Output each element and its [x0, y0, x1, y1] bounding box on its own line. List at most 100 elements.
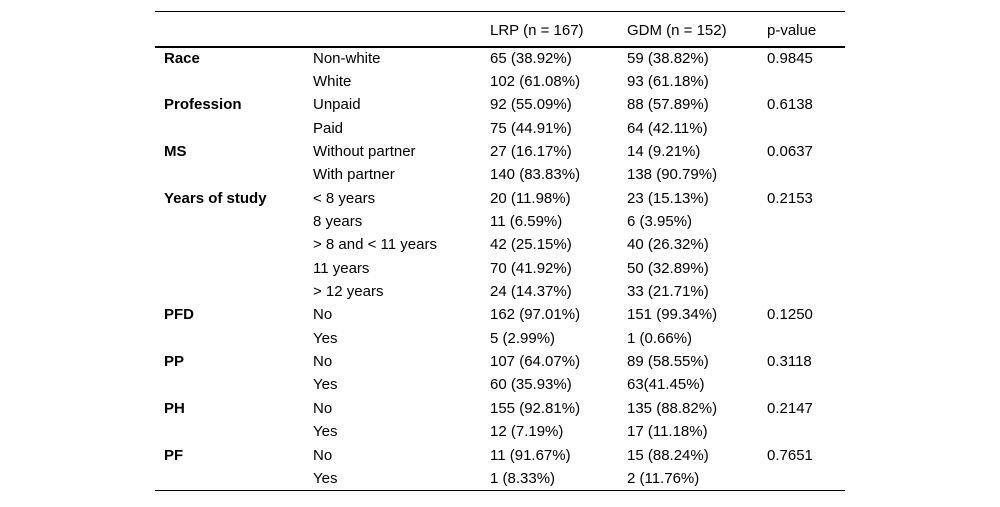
- gdm-value-cell: 63(41.45%): [627, 376, 705, 394]
- subcategory-cell: Yes: [313, 376, 338, 394]
- gdm-value-cell: 64 (42.11%): [627, 119, 708, 137]
- lrp-value-cell: 11 (6.59%): [490, 213, 563, 231]
- table-header-row: LRP (n = 167) GDM (n = 152) p-value: [155, 11, 845, 48]
- category-cell: MS: [164, 143, 187, 161]
- p-value-cell: 0.7651: [767, 446, 813, 464]
- lrp-value-cell: 24 (14.37%): [490, 283, 572, 301]
- table-row: Yes 60 (35.93%) 63(41.45%): [155, 373, 845, 396]
- gdm-value-cell: 2 (11.76%): [627, 469, 700, 487]
- gdm-value-cell: 93 (61.18%): [627, 73, 709, 91]
- subcategory-cell: > 12 years: [313, 283, 384, 301]
- category-cell: [155, 233, 313, 256]
- gdm-value-cell: 23 (15.13%): [627, 189, 709, 207]
- table-row: PP No 107 (64.07%) 89 (58.55%) 0.3118: [155, 350, 845, 373]
- gdm-value-cell: 89 (58.55%): [627, 353, 709, 371]
- gdm-value-cell: 14 (9.21%): [627, 143, 701, 161]
- table-row: > 8 and < 11 years 42 (25.15%) 40 (26.32%): [155, 233, 845, 256]
- lrp-value-cell: 12 (7.19%): [490, 423, 564, 441]
- gdm-value-cell: 6 (3.95%): [627, 213, 693, 231]
- lrp-column-header: LRP (n = 167): [490, 11, 627, 48]
- pvalue-column-header: p-value: [767, 11, 845, 48]
- lrp-value-cell: 60 (35.93%): [490, 376, 572, 394]
- table-row: PH No 155 (92.81%) 135 (88.82%) 0.2147: [155, 397, 845, 420]
- subcategory-cell: Unpaid: [313, 96, 361, 114]
- category-column-header: [155, 11, 313, 48]
- gdm-value-cell: 1 (0.66%): [627, 329, 693, 347]
- subcategory-cell: > 8 and < 11 years: [313, 236, 437, 254]
- category-cell: [155, 467, 313, 490]
- subcategory-cell: With partner: [313, 166, 395, 184]
- gdm-value-cell: 33 (21.71%): [627, 283, 709, 301]
- category-cell: [155, 210, 313, 233]
- p-value-cell: [767, 233, 845, 256]
- subcategory-column-header: [313, 11, 490, 48]
- table-row: Yes 12 (7.19%) 17 (11.18%): [155, 420, 845, 443]
- p-value-cell: [767, 373, 845, 396]
- table-header: LRP (n = 167) GDM (n = 152) p-value: [155, 11, 845, 48]
- table-row: PF No 11 (91.67%) 15 (88.24%) 0.7651: [155, 443, 845, 466]
- p-value-cell: [767, 117, 845, 140]
- p-value-cell: 0.2147: [767, 399, 813, 417]
- subcategory-cell: Yes: [313, 423, 338, 441]
- category-cell: PFD: [164, 306, 194, 324]
- category-cell: PP: [164, 353, 185, 371]
- category-cell: [155, 163, 313, 186]
- subcategory-cell: Yes: [313, 329, 338, 347]
- lrp-value-cell: 162 (97.01%): [490, 306, 581, 324]
- lrp-value-cell: 42 (25.15%): [490, 236, 572, 254]
- table-row: White 102 (61.08%) 93 (61.18%): [155, 70, 845, 93]
- p-value-cell: [767, 280, 845, 303]
- subcategory-cell: Paid: [313, 119, 344, 137]
- subcategory-cell: 8 years: [313, 213, 363, 231]
- gdm-value-cell: 15 (88.24%): [627, 446, 709, 464]
- lrp-value-cell: 70 (41.92%): [490, 259, 572, 277]
- subcategory-cell: No: [313, 353, 333, 371]
- category-cell: [155, 280, 313, 303]
- lrp-value-cell: 92 (55.09%): [490, 96, 572, 114]
- category-cell: Race: [164, 50, 200, 68]
- gdm-value-cell: 17 (11.18%): [627, 423, 708, 441]
- lrp-value-cell: 20 (11.98%): [490, 189, 571, 207]
- p-value-cell: 0.0637: [767, 143, 813, 161]
- p-value-cell: [767, 327, 845, 350]
- table-row: > 12 years 24 (14.37%) 33 (21.71%): [155, 280, 845, 303]
- gdm-value-cell: 151 (99.34%): [627, 306, 718, 324]
- lrp-value-cell: 27 (16.17%): [490, 143, 572, 161]
- subcategory-cell: Without partner: [313, 143, 416, 161]
- table-row: MS Without partner 27 (16.17%) 14 (9.21%) 0.…: [155, 140, 845, 163]
- table-row: Race Non-white 65 (38.92%) 59 (38.82%) 0.984…: [155, 47, 845, 70]
- table-row: 8 years 11 (6.59%) 6 (3.95%): [155, 210, 845, 233]
- p-value-cell: 0.2153: [767, 189, 813, 207]
- category-cell: Profession: [164, 96, 242, 114]
- table-row: 11 years 70 (41.92%) 50 (32.89%): [155, 257, 845, 280]
- table-row: With partner 140 (83.83%) 138 (90.79%): [155, 163, 845, 186]
- p-value-cell: [767, 467, 845, 490]
- subcategory-cell: No: [313, 399, 333, 417]
- category-cell: [155, 373, 313, 396]
- subcategory-cell: 11 years: [313, 259, 370, 277]
- gdm-value-cell: 135 (88.82%): [627, 399, 718, 417]
- p-value-cell: [767, 210, 845, 233]
- lrp-value-cell: 5 (2.99%): [490, 329, 556, 347]
- category-cell: Years of study: [164, 189, 267, 207]
- p-value-cell: [767, 257, 845, 280]
- p-value-cell: 0.6138: [767, 96, 813, 114]
- lrp-value-cell: 155 (92.81%): [490, 399, 581, 417]
- table-row: Yes 5 (2.99%) 1 (0.66%): [155, 327, 845, 350]
- lrp-value-cell: 75 (44.91%): [490, 119, 572, 137]
- subcategory-cell: White: [313, 73, 352, 91]
- subcategory-cell: < 8 years: [313, 189, 376, 207]
- category-cell: [155, 70, 313, 93]
- lrp-value-cell: 102 (61.08%): [490, 73, 581, 91]
- lrp-value-cell: 1 (8.33%): [490, 469, 556, 487]
- p-value-cell: 0.9845: [767, 50, 813, 68]
- gdm-value-cell: 88 (57.89%): [627, 96, 709, 114]
- lrp-value-cell: 140 (83.83%): [490, 166, 581, 184]
- table-row: PFD No 162 (97.01%) 151 (99.34%) 0.1250: [155, 303, 845, 326]
- gdm-value-cell: 40 (26.32%): [627, 236, 709, 254]
- p-value-cell: [767, 70, 845, 93]
- category-cell: PF: [164, 446, 184, 464]
- gdm-column-header: GDM (n = 152): [627, 11, 767, 48]
- category-cell: [155, 117, 313, 140]
